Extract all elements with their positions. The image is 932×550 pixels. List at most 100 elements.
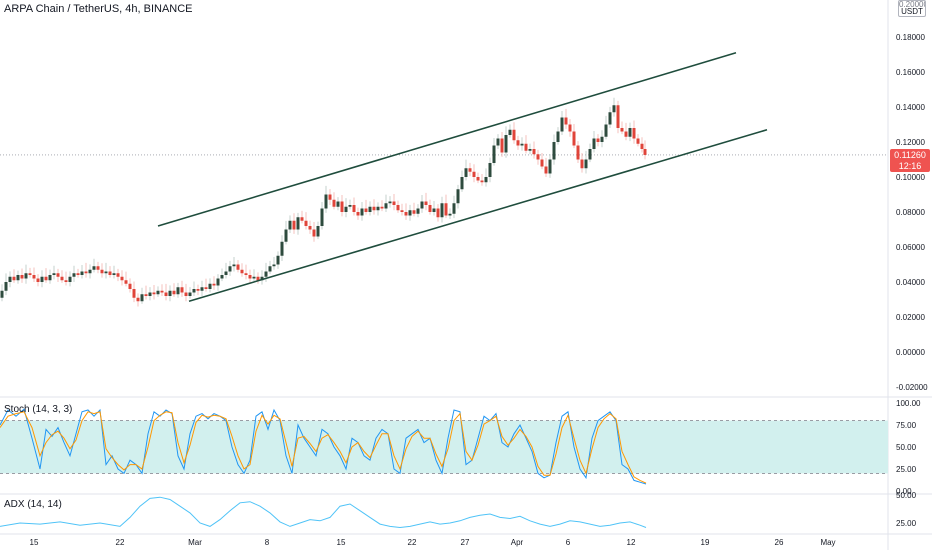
- candle-down: [172, 290, 176, 295]
- stoch-tick-label: 100.00: [896, 399, 921, 408]
- candle-up: [48, 275, 52, 281]
- x-tick-label: 26: [775, 538, 784, 547]
- candle-down: [540, 159, 544, 167]
- candle-down: [248, 275, 252, 279]
- candle-up: [460, 177, 464, 190]
- candle-down: [196, 289, 200, 291]
- candle-down: [352, 205, 356, 212]
- x-tick-label: 22: [116, 538, 125, 547]
- candle-up: [232, 264, 236, 267]
- candle-up: [284, 229, 288, 242]
- stoch-lines: [0, 408, 647, 485]
- candle-up: [496, 138, 500, 146]
- candle-up: [520, 143, 524, 146]
- candle-down: [640, 143, 644, 149]
- candle-up: [388, 201, 392, 204]
- candle-up: [68, 276, 72, 282]
- x-tick-label: 12: [627, 538, 636, 547]
- candle-up: [484, 177, 488, 183]
- candle-up: [628, 128, 632, 137]
- candle-up: [440, 203, 444, 218]
- candle-down: [56, 273, 60, 277]
- candle-up: [584, 159, 588, 169]
- candle-down: [256, 276, 260, 281]
- candle-up: [280, 241, 284, 256]
- candle-down: [96, 266, 100, 270]
- candle-up: [420, 201, 424, 209]
- candle-up: [252, 276, 256, 279]
- candle-down: [476, 177, 480, 181]
- candle-down: [396, 205, 400, 211]
- candle-up: [220, 275, 224, 279]
- candle-down: [236, 264, 240, 270]
- candle-down: [340, 201, 344, 212]
- price-tick-label: 0.00000: [896, 348, 925, 357]
- candle-down: [36, 278, 40, 282]
- last-price-label: 0.11260: [894, 150, 926, 160]
- candle-down: [412, 210, 416, 214]
- candle-up: [416, 208, 420, 214]
- candle-down: [84, 271, 88, 274]
- adx-tick-label: 25.00: [896, 519, 917, 528]
- candle-down: [472, 171, 476, 177]
- candle-up: [92, 266, 96, 270]
- candle-down: [244, 273, 248, 275]
- x-tick-label: 27: [461, 538, 470, 547]
- stoch-band: [0, 420, 888, 474]
- candle-up: [320, 208, 324, 226]
- currency-button[interactable]: 0.20000 USDT: [898, 0, 926, 17]
- price-tick-label: 0.14000: [896, 103, 925, 112]
- candles: [0, 97, 647, 307]
- candle-down: [580, 159, 584, 169]
- adx-title: ADX (14, 14): [4, 499, 62, 510]
- candle-up: [80, 271, 84, 275]
- candle-up: [592, 138, 596, 149]
- x-tick-label: Apr: [511, 538, 524, 547]
- candle-down: [356, 212, 360, 216]
- candle-down: [152, 292, 156, 295]
- candle-up: [316, 226, 320, 237]
- x-tick-label: 8: [265, 538, 270, 547]
- candle-up: [72, 273, 76, 277]
- candle-down: [380, 206, 384, 209]
- candle-up: [348, 205, 352, 207]
- candle-up: [208, 283, 212, 289]
- candle-up: [88, 269, 92, 274]
- stoch-tick-label: 75.00: [896, 421, 917, 430]
- candle-down: [184, 292, 188, 296]
- adx-line: [0, 496, 647, 529]
- candle-up: [52, 273, 56, 275]
- price-tick-label: 0.08000: [896, 208, 925, 217]
- candle-down: [128, 283, 132, 289]
- candle-up: [228, 266, 232, 272]
- last-price-badge: 0.11260 12:16: [890, 149, 930, 172]
- candle-up: [268, 266, 272, 272]
- candle-down: [64, 280, 68, 282]
- candle-up: [588, 149, 592, 160]
- candle-up: [432, 208, 436, 212]
- candle-up: [556, 131, 560, 142]
- candle-down: [576, 145, 580, 160]
- candle-down: [136, 297, 140, 302]
- candle-down: [500, 138, 504, 153]
- candle-up: [464, 168, 468, 177]
- candle-up: [504, 135, 508, 153]
- stoch-tick-label: 25.00: [896, 465, 917, 474]
- stoch-tick-label: 50.00: [896, 443, 917, 452]
- candle-up: [600, 136, 604, 142]
- candle-up: [264, 271, 268, 277]
- candle-down: [332, 199, 336, 207]
- stoch-k-line: [0, 408, 647, 485]
- candle-down: [436, 208, 440, 218]
- price-tick-label: 0.04000: [896, 278, 925, 287]
- candle-up: [604, 124, 608, 137]
- axes: -0.02000 0.00000 0.02000 0.04000 0.06000 0.08…: [30, 33, 929, 547]
- candle-down: [28, 273, 32, 275]
- candle-up: [448, 213, 452, 216]
- candle-down: [444, 203, 448, 216]
- candle-down: [164, 292, 168, 296]
- candle-down: [180, 287, 184, 293]
- price-tick-label: 0.10000: [896, 173, 925, 182]
